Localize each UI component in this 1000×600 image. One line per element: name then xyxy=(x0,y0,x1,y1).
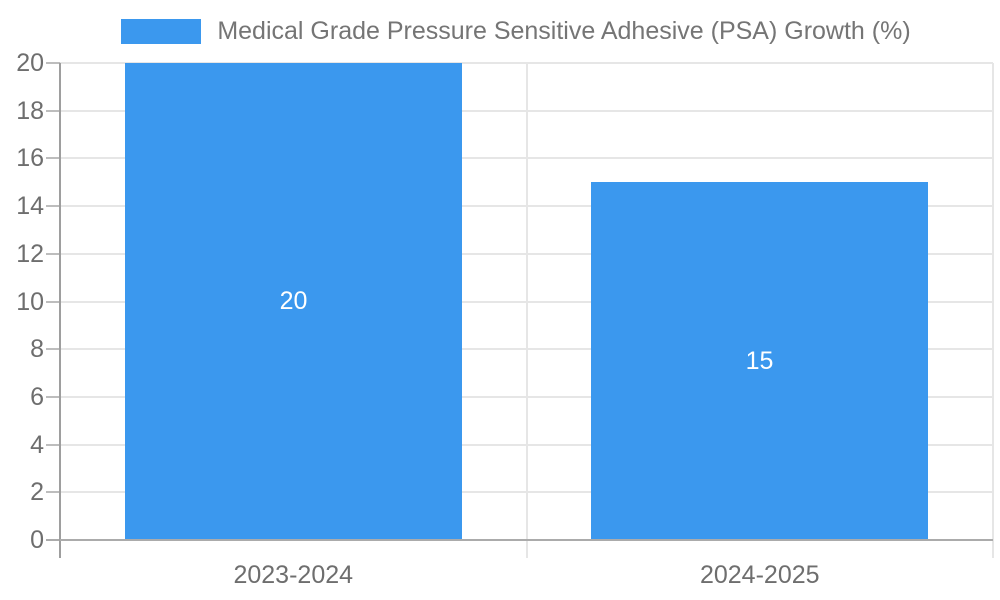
y-tick-label: 18 xyxy=(16,96,44,125)
y-tick-label: 2 xyxy=(30,478,44,507)
x-axis-line xyxy=(60,539,993,541)
x-tick-label-2024-2025: 2024-2025 xyxy=(699,561,820,589)
bar-2024-2025[interactable]: 15 xyxy=(591,182,928,540)
y-axis-tick xyxy=(46,109,60,112)
y-tick-label: 14 xyxy=(16,192,44,221)
y-axis-tick xyxy=(46,348,60,351)
y-axis-tick xyxy=(46,443,60,446)
y-tick-label: 6 xyxy=(30,382,44,411)
y-axis-tick xyxy=(46,157,60,160)
y-tick-label: 0 xyxy=(30,526,44,554)
legend-label: Medical Grade Pressure Sensitive Adhesiv… xyxy=(217,16,911,45)
y-tick-label: 12 xyxy=(16,239,44,268)
bar-value-label: 15 xyxy=(745,346,774,375)
y-tick-label: 16 xyxy=(16,144,44,173)
gridline-vertical xyxy=(992,63,994,558)
gridline-vertical xyxy=(526,63,528,558)
y-tick-label: 8 xyxy=(30,335,44,364)
y-axis-tick xyxy=(46,252,60,255)
y-axis-line xyxy=(59,63,61,558)
y-axis-tick xyxy=(46,300,60,303)
y-tick-label: 4 xyxy=(30,430,44,459)
chart-legend[interactable]: Medical Grade Pressure Sensitive Adhesiv… xyxy=(16,16,1000,45)
y-axis-tick xyxy=(46,491,60,494)
y-tick-label: 20 xyxy=(16,49,44,77)
bar-2023-2024[interactable]: 20 xyxy=(125,63,462,540)
y-axis-tick xyxy=(46,205,60,208)
y-tick-label: 10 xyxy=(16,287,44,316)
y-axis-tick xyxy=(46,395,60,398)
y-axis-tick xyxy=(46,539,60,541)
y-axis-tick xyxy=(46,62,60,64)
x-tick-label-2023-2024: 2023-2024 xyxy=(233,561,354,589)
bar-value-label: 20 xyxy=(279,287,308,315)
legend-swatch xyxy=(121,18,202,44)
